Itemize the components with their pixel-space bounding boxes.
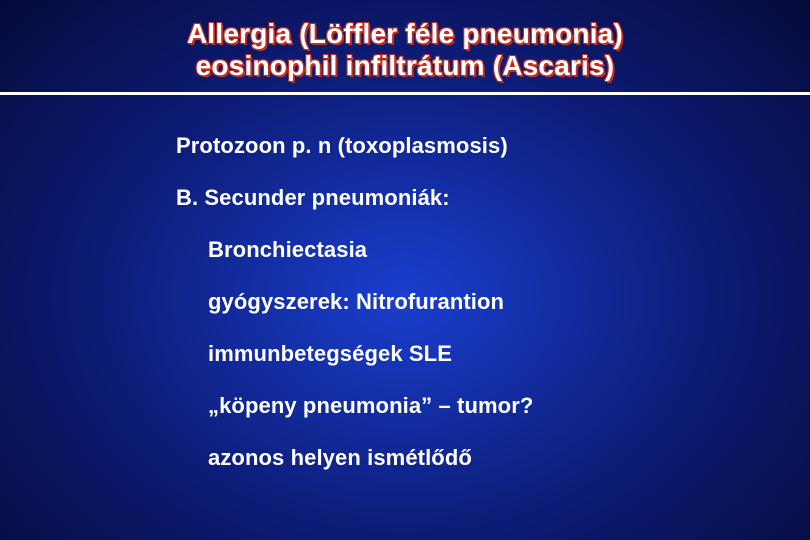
- body-line: B. Secunder pneumoniák:: [176, 185, 810, 211]
- title-line-2: eosinophil infiltrátum (Ascaris): [40, 50, 770, 82]
- body-block: Protozoon p. n (toxoplasmosis) B. Secund…: [0, 95, 810, 471]
- body-line: Bronchiectasia: [176, 237, 810, 263]
- body-line: gyógyszerek: Nitrofurantion: [176, 289, 810, 315]
- body-line: „köpeny pneumonia” – tumor?: [176, 393, 810, 419]
- body-line: azonos helyen ismétlődő: [176, 445, 810, 471]
- body-line: immunbetegségek SLE: [176, 341, 810, 367]
- title-block: Allergia (Löffler féle pneumonia) eosino…: [0, 18, 810, 88]
- body-line: Protozoon p. n (toxoplasmosis): [176, 133, 810, 159]
- slide: Allergia (Löffler féle pneumonia) eosino…: [0, 0, 810, 540]
- title-line-1: Allergia (Löffler féle pneumonia): [40, 18, 770, 50]
